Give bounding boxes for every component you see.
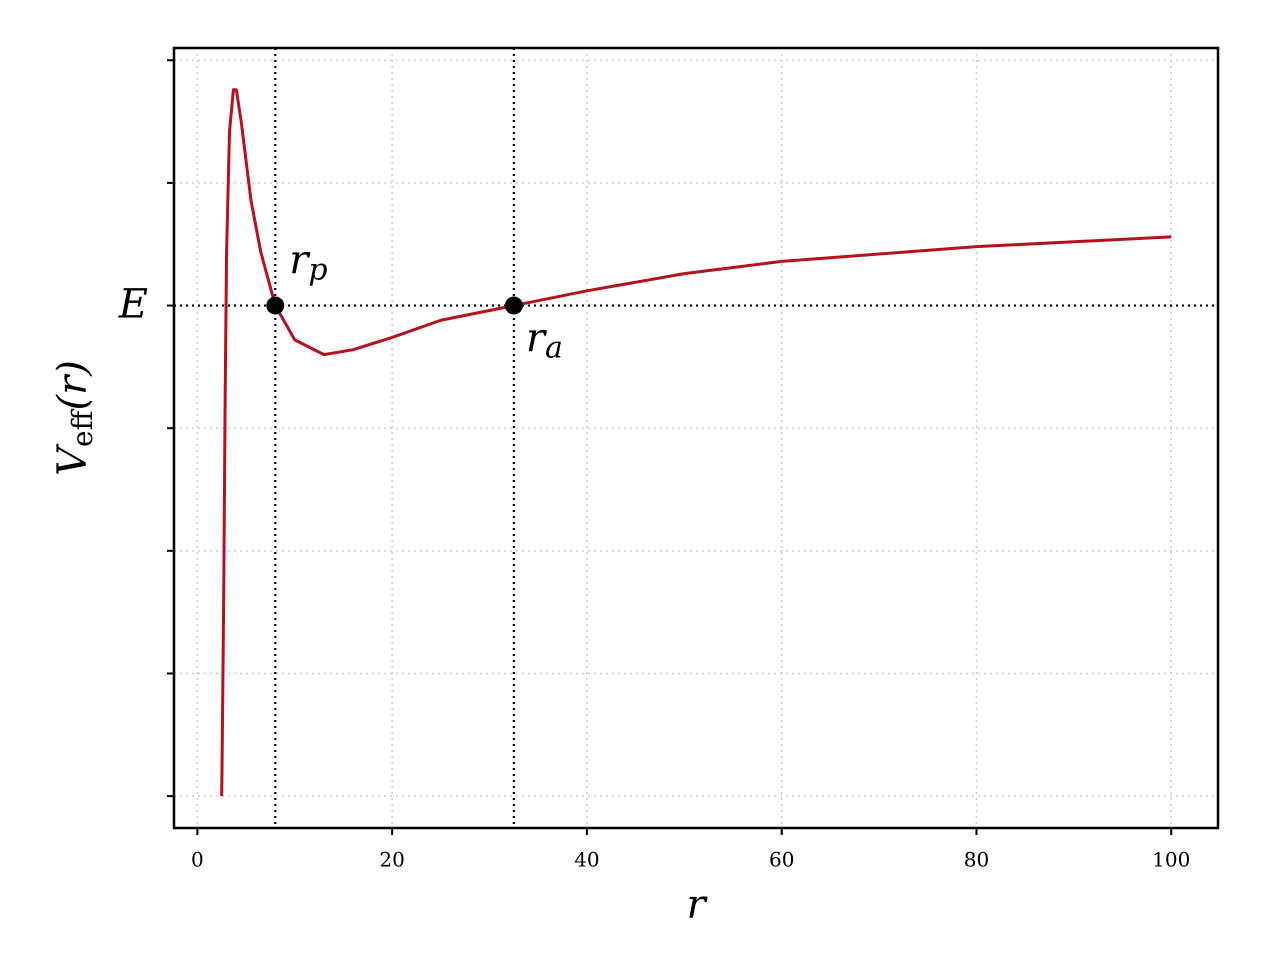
axes-frame [172,46,1220,830]
y-label-main: V [50,443,96,476]
curve [220,88,1172,797]
x-tick-label: 60 [769,848,794,872]
turning-point [504,296,523,315]
turning-name: r [289,238,311,284]
turning-label: rp [289,238,327,288]
turning-label: ra [526,316,563,366]
y-tick-label: E [118,282,148,328]
y-label-rest: (r) [50,360,96,410]
turning-name: r [526,316,548,362]
x-tick-label: 0 [191,848,204,872]
turning-subscript: a [545,331,563,366]
x-tick-label: 100 [1152,848,1190,872]
y-label-subscript: eff [66,408,99,447]
x-tick-label: 40 [574,848,599,872]
turning-point [266,296,285,315]
turning-subscript: p [308,253,327,288]
x-tick-label: 80 [964,848,989,872]
x-tick-label: 20 [379,848,404,872]
x-axis-label: r [686,882,708,928]
y-axis-label: Veff(r) [50,360,99,476]
